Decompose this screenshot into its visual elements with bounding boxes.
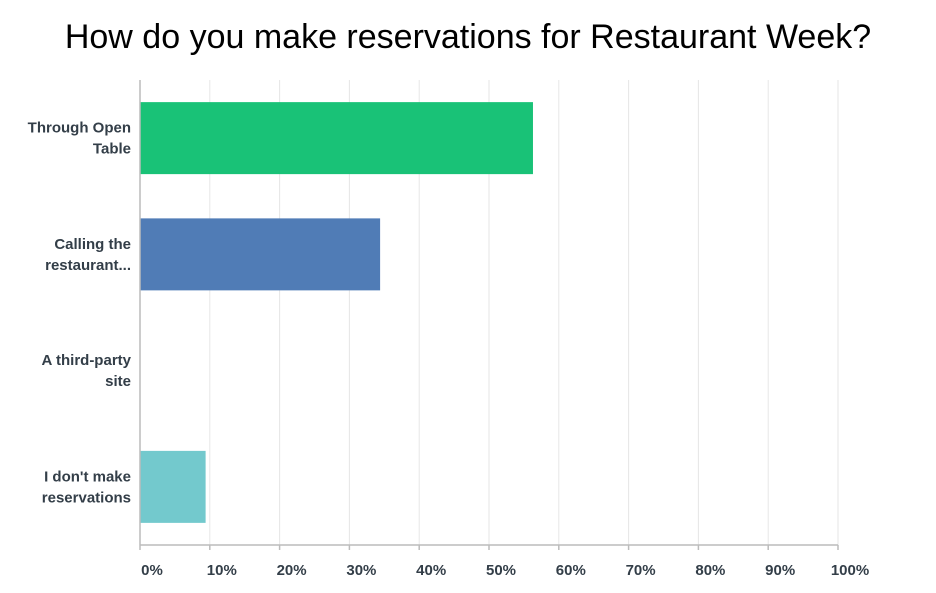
- tick-label-10: 10%: [207, 562, 237, 579]
- bars: [140, 102, 533, 523]
- tick-label-70: 70%: [626, 562, 656, 579]
- bar-0: [140, 102, 533, 175]
- tick-label-90: 90%: [765, 562, 795, 579]
- axes: [139, 80, 839, 550]
- bar-1: [140, 218, 381, 291]
- chart-title: How do you make reservations for Restaur…: [64, 18, 872, 56]
- category-labels: Through Open Table Calling the restaurant..…: [28, 120, 132, 507]
- tick-label-100: 100%: [831, 562, 869, 579]
- category-label-0: Through Open Table: [28, 120, 131, 158]
- tick-label-0: 0%: [141, 562, 163, 579]
- category-label-2: A third-party site: [42, 352, 132, 390]
- category-label-3: I don't make reservations: [42, 468, 131, 506]
- tick-label-20: 20%: [277, 562, 307, 579]
- tick-label-30: 30%: [346, 562, 376, 579]
- tick-labels: 0% 10% 20% 30% 40% 50% 60% 70% 80% 90% 100%: [141, 562, 869, 579]
- tick-label-80: 80%: [695, 562, 725, 579]
- category-label-1: Calling the restaurant...: [45, 236, 131, 274]
- tick-label-60: 60%: [556, 562, 586, 579]
- tick-label-40: 40%: [416, 562, 446, 579]
- bar-3: [140, 450, 206, 523]
- tick-label-50: 50%: [486, 562, 516, 579]
